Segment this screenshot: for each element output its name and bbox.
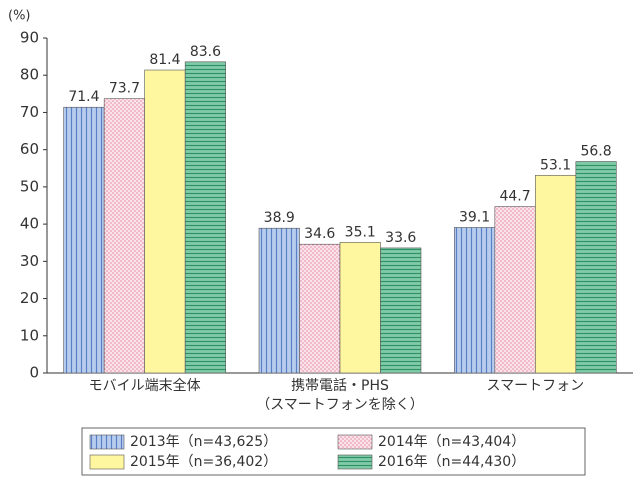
y-tick-label: 10 — [20, 326, 39, 344]
value-label: 38.9 — [264, 210, 295, 226]
bar — [380, 247, 422, 374]
y-tick-label: 0 — [29, 364, 39, 382]
value-label: 83.6 — [190, 44, 221, 60]
x-tick-label-box: モバイル端末全体 — [88, 378, 201, 394]
value-label: 73.7 — [109, 81, 140, 97]
value-label: 53.1 — [540, 157, 571, 173]
y-tick-label: 20 — [20, 289, 39, 307]
y-tick-label: 90 — [20, 29, 39, 47]
y-tick-label: 60 — [20, 140, 39, 158]
y-tick-label: 80 — [20, 66, 39, 84]
bar — [103, 98, 145, 374]
value-label: 81.4 — [149, 52, 180, 68]
value-label: 71.4 — [68, 89, 99, 105]
bar — [339, 242, 381, 374]
bar — [494, 206, 536, 374]
value-label: 44.7 — [499, 189, 530, 205]
bar — [258, 227, 300, 374]
bar — [144, 69, 186, 374]
legend-swatch — [89, 454, 125, 470]
bar — [535, 175, 577, 374]
bar — [184, 61, 226, 374]
x-tick-label-box: 携帯電話・PHS （スマートフォンを除く） — [256, 378, 424, 413]
value-label: 39.1 — [459, 209, 490, 225]
x-tick-label-box: スマートフォン — [486, 378, 585, 394]
bar — [575, 161, 617, 374]
y-tick-label: 40 — [20, 215, 39, 233]
legend-swatch — [337, 454, 373, 470]
bar — [299, 243, 341, 374]
legend-label: 2014年（n=43,404） — [378, 434, 525, 450]
bar — [63, 106, 105, 374]
legend-swatch — [337, 434, 373, 450]
bar — [454, 227, 496, 374]
y-axis-label: (%) — [8, 9, 31, 24]
value-label: 34.6 — [304, 226, 335, 242]
legend-label: 2015年（n=36,402） — [130, 454, 277, 470]
legend-box — [81, 427, 586, 476]
x-tick-label: 携帯電話・PHS （スマートフォンを除く） — [256, 378, 424, 413]
legend-label: 2013年（n=43,625） — [130, 434, 277, 450]
value-label: 56.8 — [580, 144, 611, 160]
x-tick-label: モバイル端末全体 — [88, 378, 201, 394]
y-tick-label: 50 — [20, 177, 39, 195]
value-label: 35.1 — [345, 224, 376, 240]
legend-label: 2016年（n=44,430） — [378, 454, 525, 470]
legend-swatch — [89, 434, 125, 450]
value-label: 33.6 — [385, 230, 416, 246]
y-tick-label: 30 — [20, 252, 39, 270]
x-tick-label: スマートフォン — [486, 378, 585, 394]
y-tick-label: 70 — [20, 103, 39, 121]
